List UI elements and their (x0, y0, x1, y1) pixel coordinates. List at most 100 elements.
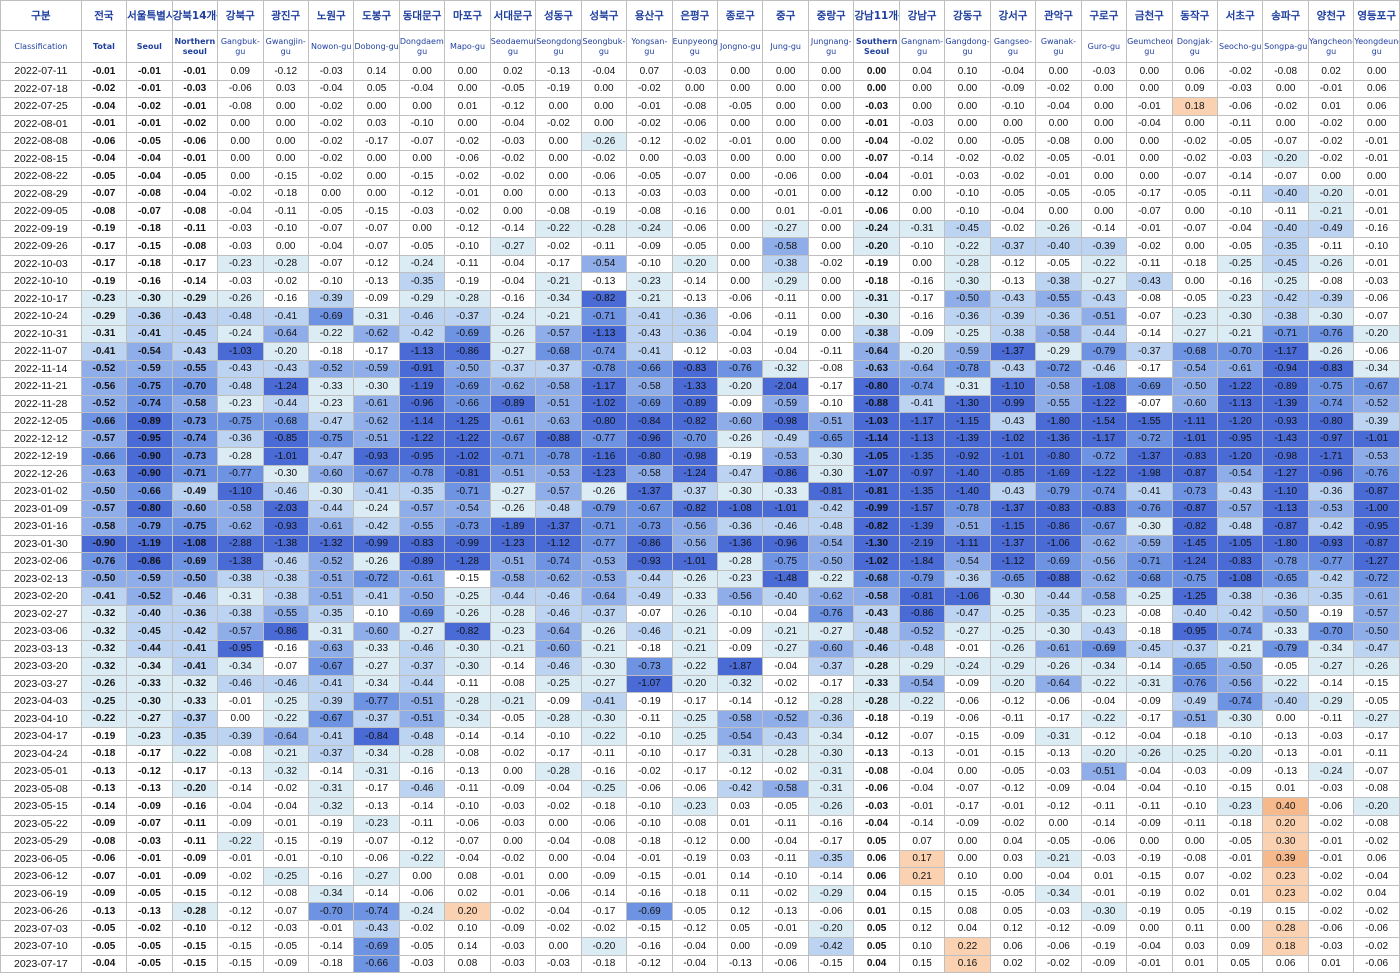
value-cell: -0.73 (171, 447, 219, 466)
table-row: 2023-07-17 -0.04 -0.05 -0.15 -0.15 -0.09 -0.18… (0, 954, 1400, 973)
value-cell: -0.55 (398, 517, 446, 536)
value-cell: -0.23 (217, 254, 264, 273)
value-cell: -0.25 (444, 587, 491, 606)
value-cell: -0.31 (307, 779, 355, 798)
value-cell: -0.19 (80, 219, 128, 238)
value-cell: -0.02 (626, 114, 673, 133)
value-cell: -0.06 (1217, 97, 1264, 116)
value-cell: 0.00 (1217, 919, 1264, 938)
value-cell: -0.65 (1171, 657, 1219, 676)
value-cell: -0.87 (1171, 499, 1219, 518)
header-cell-korean: 서울특별시 (126, 0, 173, 31)
value-cell: -0.13 (126, 779, 173, 798)
value-cell: -0.37 (1171, 639, 1219, 658)
value-cell: -0.28 (944, 254, 991, 273)
value-cell: -0.43 (989, 412, 1037, 431)
value-cell: -0.02 (307, 97, 355, 116)
value-cell: 0.00 (717, 937, 764, 956)
value-cell: 0.00 (717, 184, 764, 203)
value-cell: 0.00 (353, 149, 400, 168)
value-cell: -0.13 (1262, 727, 1309, 746)
header-row-english: Classification Total Seoul Northern seoul Ga… (0, 30, 1400, 63)
value-cell: -0.01 (126, 62, 173, 81)
value-cell: -0.78 (398, 464, 446, 483)
value-cell: -0.09 (1126, 814, 1173, 833)
value-cell: -0.36 (671, 324, 719, 343)
value-cell: -0.42 (717, 779, 764, 798)
value-cell: -0.11 (1307, 237, 1355, 256)
header-cell-english: Dongjak-gu (1171, 30, 1219, 63)
table-row: 2023-03-13 -0.32 -0.44 -0.41 -0.95 -0.16 -0.63… (0, 639, 1400, 658)
value-cell: 0.00 (217, 167, 264, 186)
date-cell: 2022-10-31 (0, 324, 82, 343)
value-cell: -0.03 (626, 184, 673, 203)
value-cell: -0.96 (1307, 464, 1355, 483)
value-cell: -0.31 (1126, 674, 1173, 693)
value-cell: -0.72 (1353, 569, 1400, 588)
value-cell: 0.10 (944, 62, 991, 81)
table-row: 2022-09-05 -0.08 -0.07 -0.08 -0.04 -0.11 -0.05… (0, 202, 1400, 221)
value-cell: 0.00 (1171, 272, 1219, 291)
value-cell: -0.18 (1126, 622, 1173, 641)
value-cell: -0.54 (580, 254, 628, 273)
value-cell: -1.02 (989, 429, 1037, 448)
value-cell: -0.07 (1262, 132, 1309, 151)
value-cell: -0.02 (762, 884, 809, 903)
table-row: 2023-04-24 -0.18 -0.17 -0.22 -0.08 -0.21 -0.37… (0, 744, 1400, 763)
value-cell: -0.39 (1307, 289, 1355, 308)
value-cell: -0.17 (126, 744, 173, 763)
value-cell: -0.02 (217, 184, 264, 203)
value-cell: -0.31 (807, 779, 855, 798)
value-cell: -0.40 (1262, 219, 1309, 238)
value-cell: -0.06 (217, 79, 264, 98)
value-cell: -0.20 (853, 237, 900, 256)
value-cell: 0.05 (853, 832, 900, 851)
value-cell: -0.59 (353, 359, 400, 378)
value-cell: -0.07 (1126, 202, 1173, 221)
value-cell: -0.43 (626, 324, 673, 343)
value-cell: -0.37 (171, 709, 219, 728)
table-row: 2023-01-02 -0.50 -0.66 -0.49 -1.10 -0.46 -0.30… (0, 482, 1400, 501)
value-cell: -0.03 (489, 814, 537, 833)
value-cell: -0.16 (1217, 272, 1264, 291)
value-cell: -0.01 (1126, 954, 1173, 973)
value-cell: -0.07 (671, 167, 719, 186)
table-row: 2023-04-10 -0.22 -0.27 -0.37 0.00 -0.22 -0.67-… (0, 709, 1400, 728)
value-cell: -0.90 (126, 447, 173, 466)
table-row: 2023-04-17 -0.19 -0.23 -0.35 -0.39 -0.64 -0.41… (0, 727, 1400, 746)
value-cell: -0.10 (898, 237, 946, 256)
value-cell: -0.56 (671, 534, 719, 553)
value-cell: -0.02 (126, 97, 173, 116)
value-cell: -0.20 (671, 674, 719, 693)
value-cell: -0.70 (307, 902, 355, 921)
value-cell: -0.63 (80, 464, 128, 483)
value-cell: -0.83 (398, 534, 446, 553)
value-cell: -0.37 (671, 482, 719, 501)
value-cell: -0.19 (853, 254, 900, 273)
value-cell: -0.09 (535, 692, 582, 711)
value-cell: -0.80 (580, 412, 628, 431)
date-cell: 2023-07-03 (0, 919, 82, 938)
value-cell: -0.47 (717, 464, 764, 483)
value-cell: -0.16 (626, 884, 673, 903)
value-cell: -0.02 (80, 79, 128, 98)
table-row: 2023-05-08 -0.13 -0.13 -0.20 -0.14 -0.02 -0.31… (0, 779, 1400, 798)
header-cell-english: Yongsan-gu (626, 30, 673, 63)
value-cell: -0.01 (217, 849, 264, 868)
value-cell: -0.20 (898, 342, 946, 361)
value-cell: 0.00 (671, 79, 719, 98)
value-cell: 0.00 (398, 219, 446, 238)
date-cell: 2023-05-01 (0, 762, 82, 781)
header-cell-korean: 강북구 (217, 0, 264, 31)
value-cell: -0.54 (444, 499, 491, 518)
table-row: 2022-10-03 -0.17 -0.18 -0.17 -0.23 -0.28 -0.07… (0, 254, 1400, 273)
value-cell: -0.12 (398, 832, 446, 851)
value-cell: -0.44 (1080, 324, 1128, 343)
value-cell: -1.12 (535, 534, 582, 553)
value-cell: -0.30 (353, 377, 400, 396)
value-cell: 0.00 (717, 832, 764, 851)
value-cell: 0.14 (353, 62, 400, 81)
value-cell: -0.03 (489, 937, 537, 956)
value-cell: -0.75 (762, 552, 809, 571)
